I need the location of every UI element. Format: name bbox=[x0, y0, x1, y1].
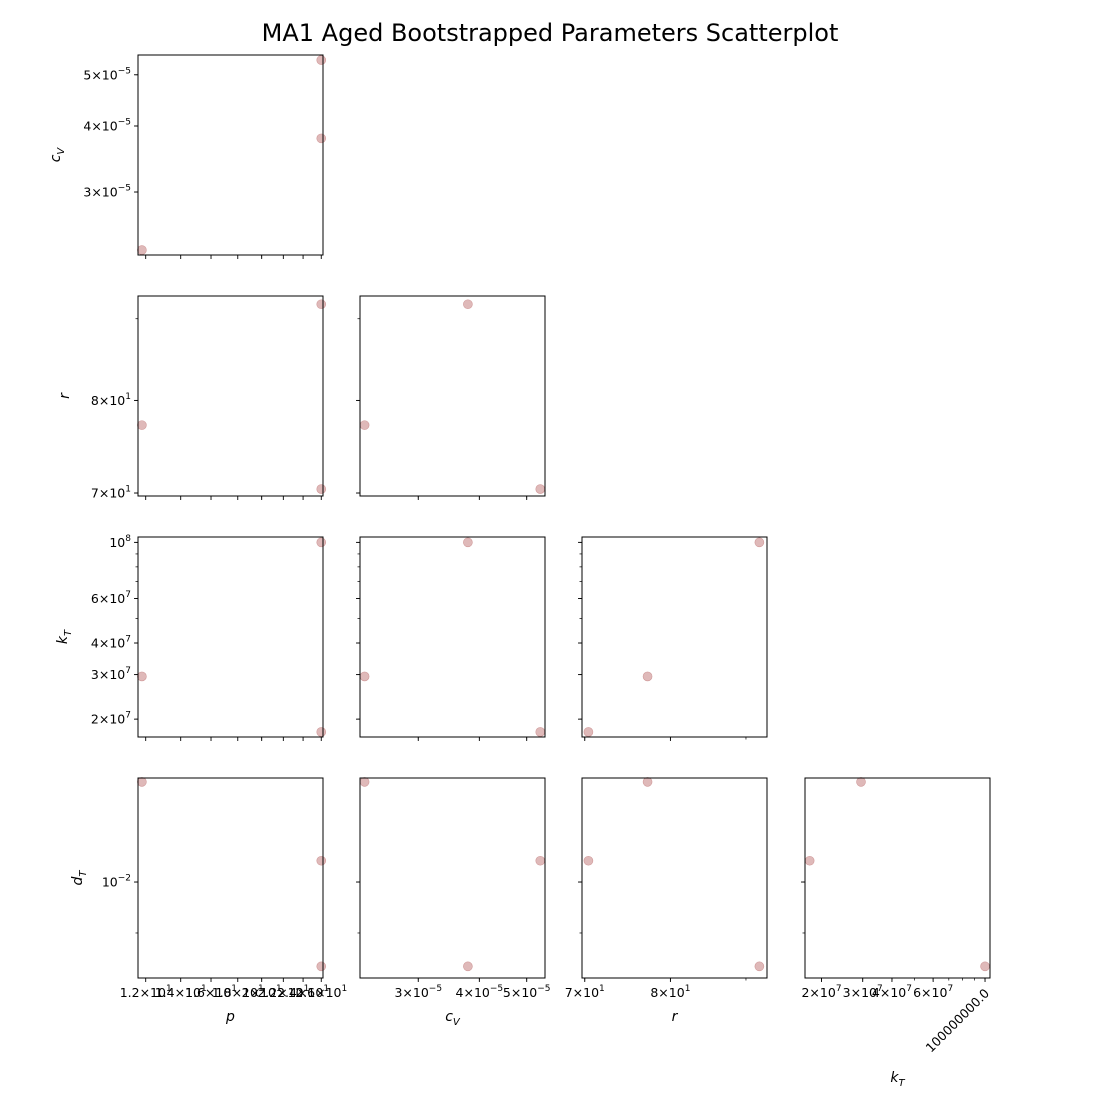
scatter-point bbox=[535, 855, 546, 866]
scatter-point bbox=[856, 777, 866, 787]
scatter-point bbox=[316, 961, 327, 972]
x-tick-label: 1.6×101 bbox=[185, 984, 237, 1000]
panel-frame bbox=[804, 777, 991, 979]
panel-frame bbox=[137, 54, 324, 256]
scatter-point bbox=[316, 537, 327, 548]
scatter-point bbox=[463, 961, 473, 972]
scatter-point bbox=[137, 777, 147, 787]
x-tick-label: 3×10−5 bbox=[394, 984, 442, 1000]
panel-r4-c2: 7×101 8×101 r bbox=[565, 777, 768, 1025]
y-axis-label: dT bbox=[70, 870, 89, 886]
y-tick-label: 8×101 bbox=[91, 392, 131, 408]
scatter-point bbox=[359, 671, 370, 682]
panel-r4-c0: 10−2 1.2×1011.4×1011.6×1011.8×1012×1012.2… bbox=[70, 777, 347, 1025]
x-tick-label: 8×101 bbox=[650, 984, 690, 1000]
y-tick-label: 2×107 bbox=[91, 711, 131, 727]
x-axis-label: cV bbox=[445, 1009, 461, 1028]
y-tick-label: 4×10−5 bbox=[83, 117, 131, 133]
y-axis-label: kT bbox=[55, 629, 74, 644]
panel-frame bbox=[137, 536, 324, 738]
y-tick-label: 10−2 bbox=[102, 874, 131, 890]
panel-r3-c0: 108 6×107 4×107 3×107 2×107 kT bbox=[55, 534, 327, 741]
scatter-point bbox=[316, 484, 327, 494]
x-axis-label: kT bbox=[890, 1070, 905, 1089]
panel-frame bbox=[359, 536, 546, 738]
scatter-point bbox=[316, 727, 327, 737]
scatter-point bbox=[316, 55, 327, 65]
y-axis-label: cV bbox=[48, 147, 67, 163]
scatter-point bbox=[535, 484, 546, 494]
x-axis-label: p bbox=[225, 1009, 235, 1025]
scatter-point bbox=[137, 420, 147, 430]
scatter-point bbox=[642, 777, 653, 787]
panel-r3-c1 bbox=[356, 536, 546, 741]
x-tick-label: 4×10−5 bbox=[456, 984, 504, 1000]
x-tick-label: 7×101 bbox=[565, 984, 605, 1000]
panel-frame bbox=[581, 777, 768, 979]
x-tick-label: 5×10−5 bbox=[503, 984, 551, 1000]
x-axis-label: r bbox=[672, 1009, 679, 1025]
x-tick-label: 4×107 bbox=[872, 984, 912, 1000]
scatter-point bbox=[642, 671, 653, 682]
scatter-point bbox=[754, 961, 765, 972]
scatter-point bbox=[754, 537, 765, 548]
scatter-point bbox=[359, 420, 370, 430]
scatter-point bbox=[980, 961, 990, 972]
x-tick-label: 6×107 bbox=[913, 984, 953, 1000]
scatter-point bbox=[583, 727, 594, 737]
y-tick-label: 4×107 bbox=[91, 635, 131, 651]
scatter-point bbox=[359, 777, 370, 787]
panel-r2-c0: 8×101 7×101 r bbox=[57, 295, 327, 501]
x-tick-label: 2.6×101 bbox=[295, 984, 347, 1000]
chart-title: MA1 Aged Bootstrapped Parameters Scatter… bbox=[262, 19, 839, 47]
scatter-point bbox=[316, 299, 327, 310]
scatter-point bbox=[463, 537, 473, 548]
scatter-point bbox=[137, 671, 147, 682]
panel-frame bbox=[359, 295, 546, 497]
y-tick-label: 108 bbox=[109, 534, 131, 550]
panel-r1-c0: 5×10−5 4×10−5 3×10−5 cV bbox=[48, 54, 327, 259]
panel-r3-c2 bbox=[578, 536, 768, 741]
scatter-point bbox=[583, 855, 594, 866]
y-tick-label: 6×107 bbox=[91, 590, 131, 606]
y-tick-label: 7×101 bbox=[91, 485, 131, 501]
x-tick-label: 1.2×101 bbox=[120, 984, 172, 1000]
x-tick-label: 2.2×101 bbox=[257, 984, 309, 1000]
y-tick-label: 5×10−5 bbox=[83, 66, 131, 82]
panel-frame bbox=[137, 295, 324, 497]
y-tick-label: 3×107 bbox=[91, 666, 131, 682]
x-tick-label: 2×101 bbox=[242, 984, 282, 1000]
y-axis-label: r bbox=[57, 392, 73, 399]
scatter-point bbox=[804, 855, 815, 866]
x-tick-label: 1.4×101 bbox=[155, 984, 207, 1000]
scatter-point bbox=[316, 855, 327, 866]
scatter-point bbox=[316, 133, 327, 144]
panel-r4-c1: 3×10−5 4×10−5 5×10−5 cV bbox=[356, 777, 551, 1028]
scatter-point bbox=[463, 299, 473, 310]
x-tick-label: 2.4×101 bbox=[277, 984, 329, 1000]
scatter-point bbox=[535, 727, 546, 737]
scatter-point bbox=[137, 245, 147, 255]
panel-frame bbox=[359, 777, 546, 979]
panel-r2-c1 bbox=[356, 295, 546, 500]
panels-group: 5×10−54×10−53×10−5cV8×1017×101r1086×1074… bbox=[48, 54, 992, 1089]
x-tick-label: 1.8×101 bbox=[212, 984, 264, 1000]
panel-frame bbox=[581, 536, 768, 738]
y-tick-label: 3×10−5 bbox=[83, 184, 131, 200]
panel-frame bbox=[137, 777, 324, 979]
x-tick-label: 2×107 bbox=[801, 984, 841, 1000]
x-tick-label: 3×107 bbox=[843, 984, 883, 1000]
